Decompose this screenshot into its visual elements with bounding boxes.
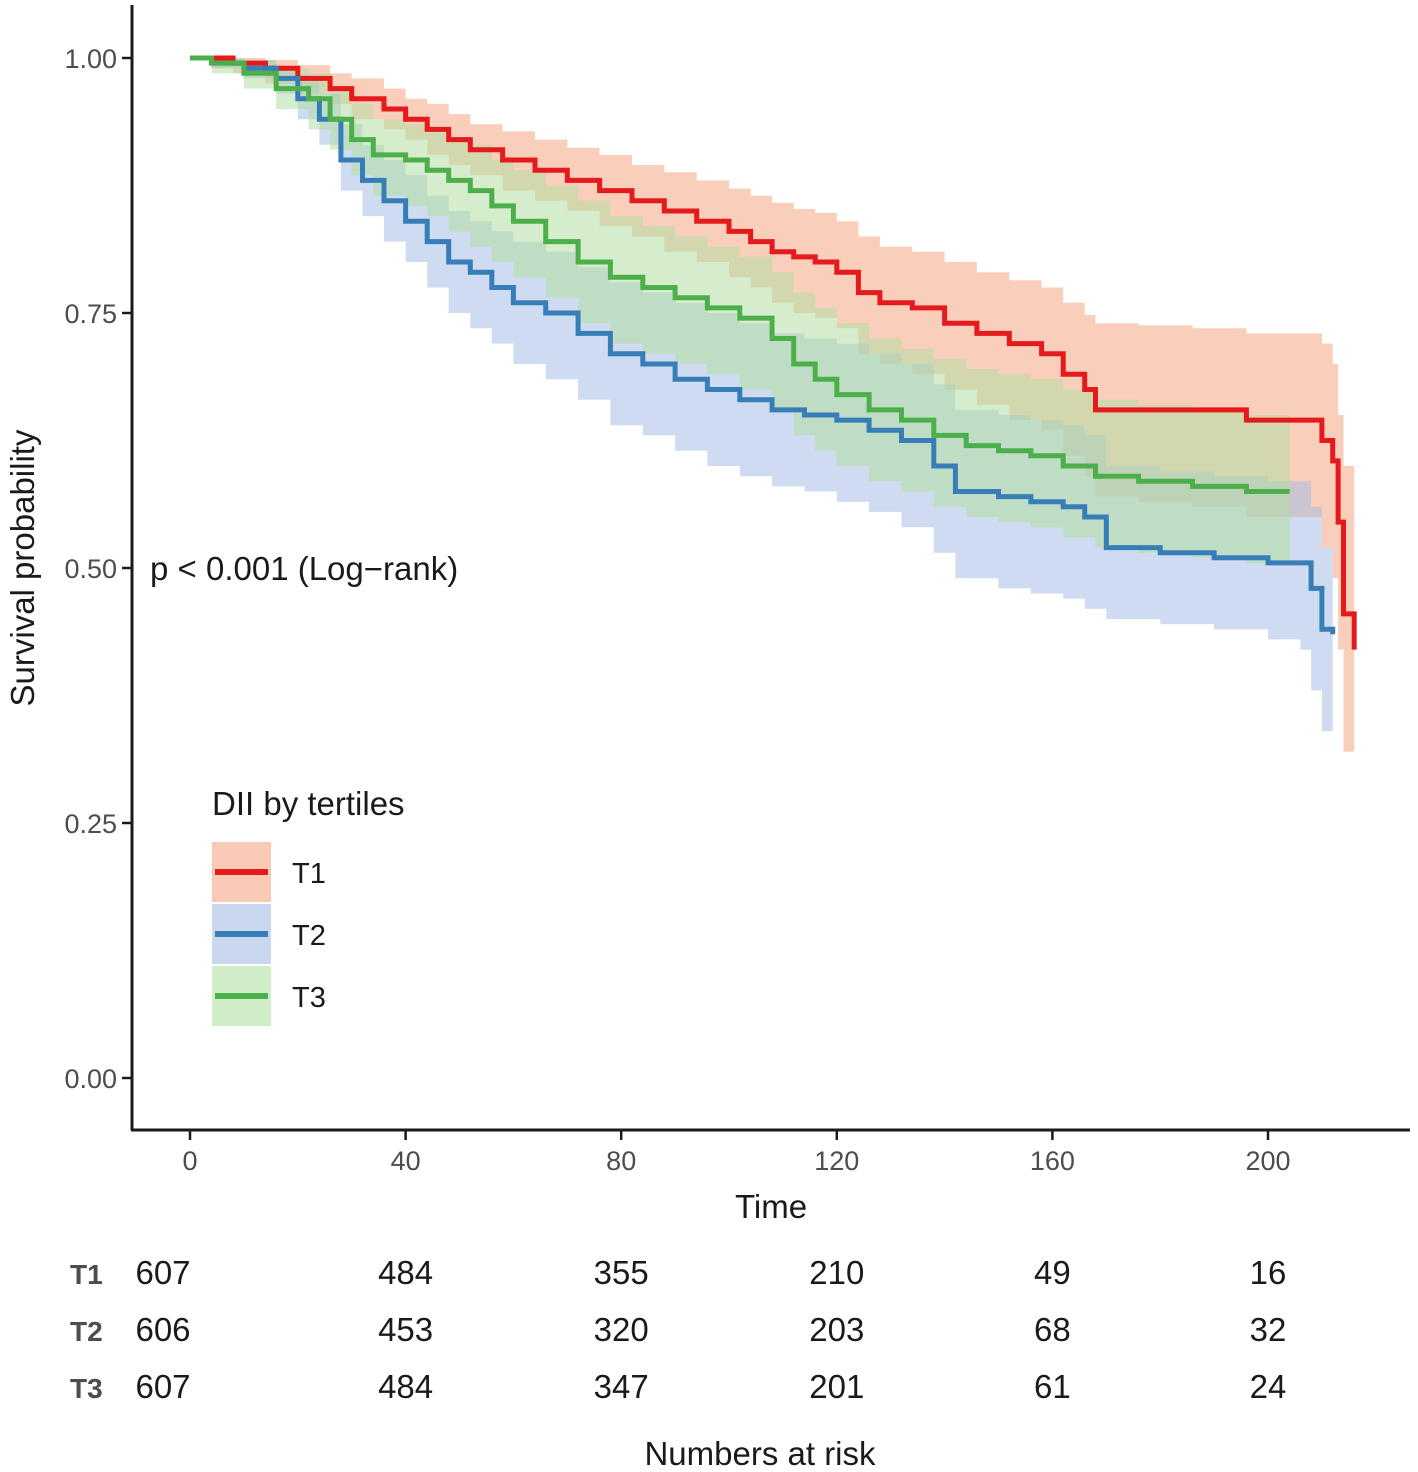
x-tick-label: 80 [606,1146,636,1176]
risk-value: 32 [1250,1311,1287,1348]
survival-curves [190,55,1357,650]
risk-value: 607 [135,1254,190,1291]
survival-curve-t3 [190,55,1290,494]
y-axis-title: Survival probability [4,429,41,706]
legend-label-t1: T1 [292,858,326,890]
risk-row-label: T3 [70,1373,103,1404]
x-tick-label: 160 [1030,1146,1075,1176]
y-tick-label: 0.75 [64,299,117,329]
x-tick-label: 120 [814,1146,859,1176]
risk-value: 484 [378,1368,433,1405]
legend-keys: T1 T2 T3 [212,842,326,1026]
y-tick-label: 0.25 [64,809,117,839]
risk-value: 347 [594,1368,649,1405]
y-axis-ticks: 0.00 0.25 0.50 0.75 1.00 [64,44,132,1094]
legend-label-t2: T2 [292,920,326,952]
risk-value: 606 [135,1311,190,1348]
risk-table-title: Numbers at risk [644,1435,876,1472]
x-axis-ticks: 0 40 80 120 160 200 [182,1130,1291,1176]
risk-value: 24 [1250,1368,1287,1405]
risk-value: 484 [378,1254,433,1291]
y-tick-label: 1.00 [64,44,117,74]
risk-value: 61 [1034,1368,1071,1405]
p-value-annotation: p < 0.001 (Log−rank) [150,550,458,587]
risk-value: 68 [1034,1311,1071,1348]
risk-value: 453 [378,1311,433,1348]
risk-value: 203 [809,1311,864,1348]
x-axis-title: Time [735,1188,807,1225]
survival-curve-t1 [190,55,1357,650]
y-tick-label: 0.50 [64,554,117,584]
risk-value: 320 [594,1311,649,1348]
risk-value: 607 [135,1368,190,1405]
risk-table: T1 607 484 355 210 49 16 T2 606 453 320 203 68 32 T3 60… [70,1254,1286,1405]
x-tick-label: 0 [182,1146,197,1176]
risk-value: 16 [1250,1254,1287,1291]
risk-row-label: T2 [70,1316,103,1347]
y-tick-label: 0.00 [64,1064,117,1094]
legend-label-t3: T3 [292,982,326,1014]
risk-value: 49 [1034,1254,1071,1291]
legend-title: DII by tertiles [212,785,405,822]
legend: DII by tertiles T1 T2 T3 [212,785,405,1026]
x-tick-label: 200 [1245,1146,1290,1176]
risk-value: 201 [809,1368,864,1405]
x-tick-label: 40 [391,1146,421,1176]
survival-curve-t2 [190,55,1336,635]
risk-value: 210 [809,1254,864,1291]
risk-value: 355 [594,1254,649,1291]
risk-row-label: T1 [70,1259,103,1290]
